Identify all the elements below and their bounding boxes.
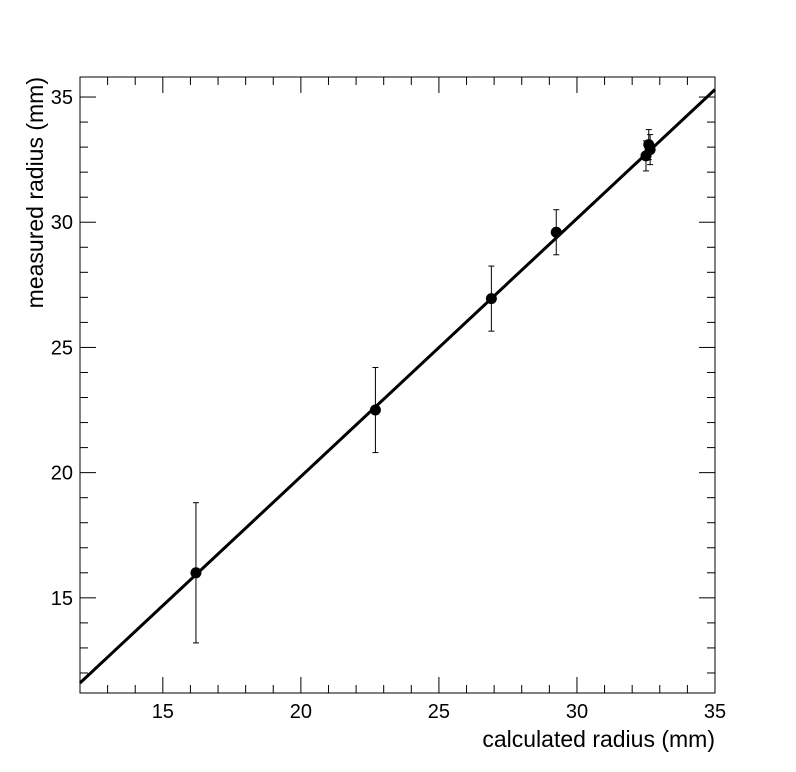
x-tick-label: 30 bbox=[566, 701, 588, 723]
data-point bbox=[190, 567, 202, 579]
data-points bbox=[190, 129, 656, 644]
fit-line-group bbox=[78, 88, 717, 685]
x-axis-title: calculated radius (mm) bbox=[482, 726, 715, 752]
x-tick-label: 20 bbox=[290, 701, 312, 723]
x-tick-label: 15 bbox=[152, 701, 174, 723]
y-tick-label: 15 bbox=[51, 588, 73, 610]
plot-frame bbox=[79, 76, 716, 694]
data-point bbox=[550, 226, 562, 238]
y-axis-title: measured radius (mm) bbox=[22, 77, 48, 308]
axis-ticks bbox=[79, 77, 716, 693]
fit-line bbox=[78, 88, 717, 685]
y-tick-label: 20 bbox=[51, 463, 73, 485]
x-tick-label: 35 bbox=[704, 701, 726, 723]
y-tick-label: 30 bbox=[51, 212, 73, 234]
y-tick-label: 25 bbox=[51, 337, 73, 359]
data-point bbox=[643, 139, 655, 151]
data-point bbox=[369, 404, 381, 416]
x-tick-label: 25 bbox=[428, 701, 450, 723]
tick-labels: 15 20 25 30 35 15 20 25 30 35 bbox=[51, 87, 726, 723]
y-tick-label: 35 bbox=[51, 87, 73, 109]
data-point bbox=[485, 293, 497, 305]
